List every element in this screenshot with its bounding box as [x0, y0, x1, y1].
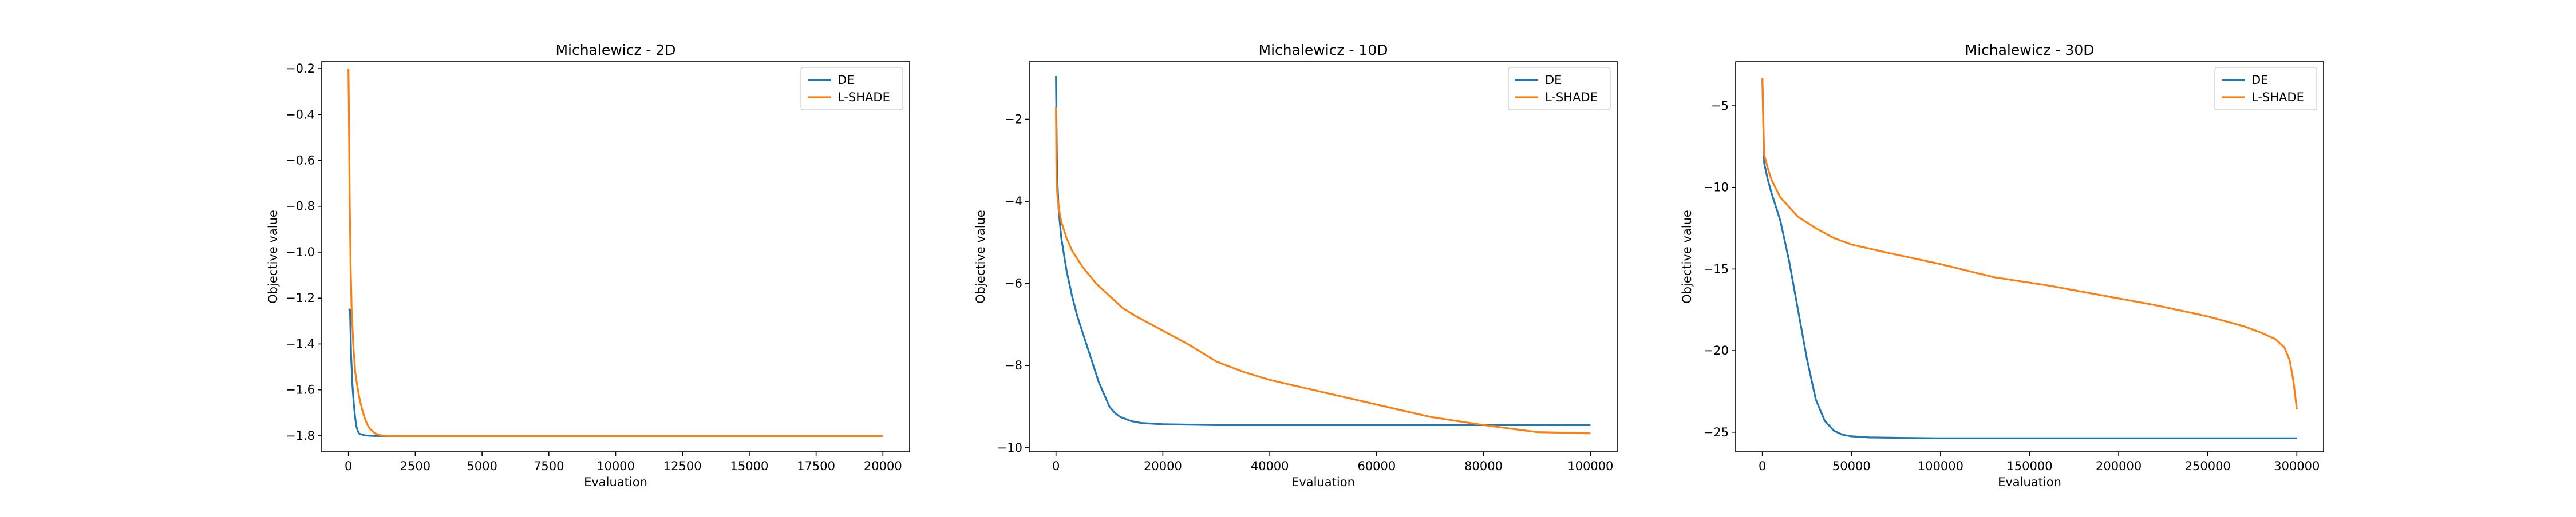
x-tick-label: 250000 — [2185, 459, 2231, 473]
x-axis-label: Evaluation — [584, 475, 647, 489]
y-tick-label: −6 — [1005, 277, 1022, 291]
legend-box — [2214, 67, 2317, 110]
y-tick-label: −25 — [1704, 425, 1729, 439]
y-tick-label: −10 — [997, 441, 1022, 455]
series-line-l-shade — [347, 69, 883, 437]
y-tick-label: −0.2 — [286, 62, 315, 75]
y-tick-label: −8 — [1005, 359, 1022, 372]
legend: DE L-SHADE — [800, 67, 903, 110]
legend: DE L-SHADE — [1508, 67, 1611, 110]
y-tick-label: −0.6 — [286, 154, 315, 168]
y-tick-label: −1.0 — [286, 245, 315, 259]
x-tick-label: 15000 — [730, 459, 769, 473]
y-tick-label: −20 — [1704, 344, 1729, 357]
y-tick-label: −1.2 — [286, 291, 315, 305]
x-tick-label: 300000 — [2274, 459, 2320, 473]
x-tick-label: 80000 — [1464, 459, 1503, 473]
legend-label-de: DE — [837, 73, 854, 87]
y-tick-label: −10 — [1704, 181, 1729, 194]
x-tick-label: 20000 — [1144, 459, 1182, 473]
x-tick-label: 0 — [1052, 459, 1060, 473]
series-line-l-shade — [1761, 78, 2298, 410]
y-axis-label: Objective value — [974, 210, 987, 304]
series-line-de — [348, 308, 883, 437]
x-tick-label: 5000 — [467, 459, 497, 473]
plot-area — [1029, 62, 1617, 452]
x-tick-label: 100000 — [1918, 459, 1963, 473]
x-tick-label: 200000 — [2096, 459, 2142, 473]
plot-area — [322, 62, 910, 452]
x-tick-label: 60000 — [1357, 459, 1396, 473]
x-tick-label: 0 — [1759, 459, 1766, 473]
y-tick-label: −0.8 — [286, 200, 315, 213]
y-tick-label: −2 — [1005, 113, 1022, 126]
x-tick-label: 150000 — [2006, 459, 2052, 473]
x-tick-label: 17500 — [797, 459, 835, 473]
legend-label-l-shade: L-SHADE — [2251, 90, 2304, 104]
y-tick-label: −15 — [1704, 262, 1729, 276]
y-tick-label: −1.4 — [286, 337, 315, 351]
chart-title: Michalewicz - 10D — [1259, 42, 1388, 58]
y-tick-label: −1.8 — [286, 429, 315, 443]
x-tick-label: 10000 — [596, 459, 635, 473]
x-tick-label: 20000 — [864, 459, 902, 473]
legend-box — [1508, 67, 1611, 110]
y-tick-label: −0.4 — [286, 108, 315, 121]
y-tick-label: −1.6 — [286, 383, 315, 397]
x-tick-label: 40000 — [1251, 459, 1289, 473]
chart-title: Michalewicz - 2D — [555, 42, 675, 58]
chart-title: Michalewicz - 30D — [1965, 42, 2095, 58]
x-tick-label: 0 — [345, 459, 352, 473]
y-tick-label: −5 — [1711, 99, 1729, 113]
chart-panel-3: 0 50000 100000 150000 200000 250000 300000 −25 −… — [1680, 42, 2324, 489]
series-line-de — [1761, 78, 2297, 439]
legend-label-de: DE — [1545, 73, 1562, 87]
x-axis-label: Evaluation — [1291, 475, 1355, 489]
x-tick-label: 7500 — [534, 459, 564, 473]
x-tick-label: 2500 — [400, 459, 430, 473]
chart-panel-2: 0 20000 40000 60000 80000 100000 −10 −8 −6 −4 −2 Mi… — [974, 42, 1618, 489]
series-line-de — [1055, 76, 1591, 426]
x-tick-label: 100000 — [1567, 459, 1613, 473]
legend-label-l-shade: L-SHADE — [837, 90, 890, 104]
plot-area — [1736, 62, 2324, 452]
x-tick-label: 12500 — [663, 459, 702, 473]
x-tick-label: 50000 — [1832, 459, 1871, 473]
x-axis-label: Evaluation — [1998, 475, 2061, 489]
y-tick-label: −4 — [1005, 194, 1022, 208]
legend: DE L-SHADE — [2214, 67, 2317, 110]
y-axis-label: Objective value — [1680, 210, 1694, 304]
legend-box — [800, 67, 903, 110]
legend-label-de: DE — [2251, 73, 2268, 87]
y-axis-label: Objective value — [266, 210, 280, 304]
series-line-l-shade — [1055, 106, 1591, 435]
axes-frame — [1029, 61, 1618, 452]
legend-label-l-shade: L-SHADE — [1545, 90, 1598, 104]
chart-panel-1: 0 2500 5000 7500 10000 12500 15000 17500 20000 −1… — [266, 42, 910, 489]
